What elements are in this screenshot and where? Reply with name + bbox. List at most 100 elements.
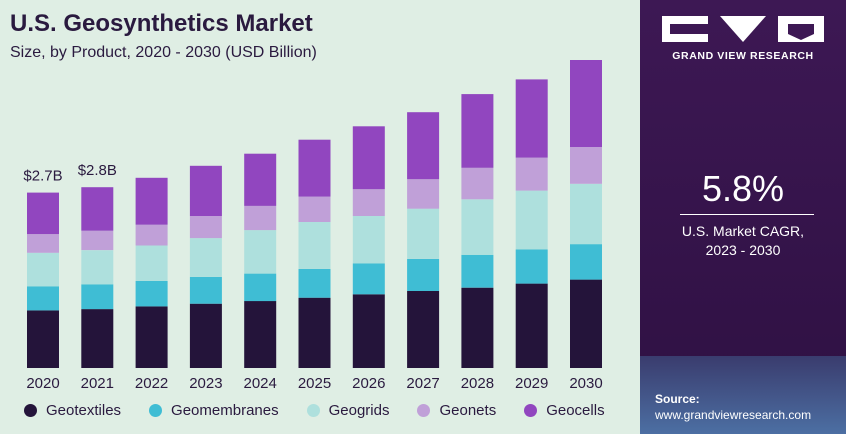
bar-segment-geonets-2021 (81, 230, 114, 251)
bar-segment-geomembranes-2028 (461, 254, 494, 288)
bar-segment-geocells-2024 (244, 153, 277, 206)
bar-segment-geotextiles-2027 (407, 291, 440, 368)
brand-name: GRAND VIEW RESEARCH (672, 50, 814, 62)
bar-segment-geocells-2028 (461, 94, 494, 168)
legend-label: Geotextiles (46, 402, 122, 419)
bar-segment-geogrids-2020 (27, 252, 59, 287)
bar-segment-geotextiles-2022 (135, 306, 168, 368)
x-tick-label: 2020 (26, 375, 59, 392)
bar-segment-geocells-2025 (298, 139, 331, 197)
legend-item-geomembranes: Geomembranes (149, 402, 279, 419)
bar-segment-geonets-2023 (189, 216, 222, 239)
bar-segment-geomembranes-2029 (515, 249, 548, 284)
data-label: $2.8B (78, 162, 117, 179)
bar-segment-geocells-2023 (189, 165, 222, 216)
stacked-bar-chart: 2020 $2.7B 2021 $2.8B 2022 2023 2024 2025 2026 20… (23, 60, 603, 392)
bar-segment-geocells-2021 (81, 187, 114, 231)
cagr-divider (680, 214, 814, 215)
bar-segment-geogrids-2023 (189, 238, 222, 277)
bar-segment-geomembranes-2020 (27, 286, 59, 311)
legend-label: Geomembranes (171, 402, 279, 419)
legend-swatch (417, 404, 431, 417)
legend-swatch (24, 404, 37, 417)
brand-logo-icon (662, 16, 824, 42)
legend-item-geonets: Geonets (417, 402, 496, 419)
cagr-label: U.S. Market CAGR, 2023 - 2030 (640, 222, 846, 260)
legend-label: Geocells (546, 402, 605, 419)
bar-segment-geogrids-2024 (244, 230, 277, 274)
source-area: Source: www.grandviewresearch.com (640, 356, 846, 434)
bar-segment-geonets-2029 (515, 157, 548, 191)
legend-swatch (306, 404, 320, 417)
bar-segment-geogrids-2029 (515, 190, 548, 250)
chart-subtitle: Size, by Product, 2020 - 2030 (USD Billi… (10, 44, 317, 61)
bar-segment-geonets-2030 (570, 147, 602, 184)
bar-segment-geogrids-2030 (570, 183, 602, 245)
bar-segment-geomembranes-2030 (570, 244, 602, 280)
bar-segment-geogrids-2025 (298, 222, 331, 269)
legend-label: Geogrids (328, 402, 390, 419)
bar-segment-geotextiles-2023 (189, 303, 222, 368)
bar-segment-geonets-2024 (244, 206, 277, 231)
legend-item-geocells: Geocells (524, 402, 605, 419)
bar-segment-geocells-2022 (135, 177, 168, 225)
x-tick-label: 2028 (461, 375, 494, 392)
source-url[interactable]: www.grandviewresearch.com (655, 408, 812, 422)
x-tick-label: 2026 (352, 375, 385, 392)
legend-swatch (524, 404, 538, 417)
bar-segment-geotextiles-2024 (244, 301, 277, 368)
cagr-value: 5.8% (701, 168, 785, 209)
bar-segment-geotextiles-2029 (515, 283, 548, 368)
bar-segment-geotextiles-2026 (352, 294, 385, 368)
legend-item-geotextiles: Geotextiles (24, 402, 121, 419)
data-label: $2.7B (23, 168, 62, 185)
bar-segment-geonets-2025 (298, 196, 331, 222)
bar-segment-geonets-2026 (352, 189, 385, 216)
bar-segment-geomembranes-2026 (352, 263, 385, 295)
x-tick-label: 2021 (81, 375, 114, 392)
bar-segment-geocells-2027 (407, 112, 440, 180)
legend-label: Geonets (439, 402, 497, 419)
bar-segment-geogrids-2027 (407, 208, 440, 259)
bar-segment-geogrids-2028 (461, 199, 494, 255)
legend-swatch (149, 404, 163, 417)
x-tick-label: 2024 (244, 375, 277, 392)
bar-segment-geomembranes-2025 (298, 268, 331, 298)
bar-segment-geotextiles-2028 (461, 287, 494, 368)
cagr-label-line1: U.S. Market CAGR, (681, 223, 805, 239)
x-tick-label: 2023 (189, 375, 222, 392)
bar-segment-geonets-2020 (27, 234, 59, 253)
bar-segment-geotextiles-2020 (27, 310, 59, 368)
x-tick-label: 2022 (135, 375, 168, 392)
chart-title: U.S. Geosynthetics Market (10, 10, 313, 37)
cagr-label-line2: 2023 - 2030 (705, 242, 781, 258)
bar-segment-geocells-2029 (515, 79, 548, 158)
bar-segment-geomembranes-2023 (189, 276, 222, 304)
bar-segment-geotextiles-2030 (570, 279, 602, 368)
bar-segment-geomembranes-2024 (244, 273, 277, 302)
bar-segment-geonets-2022 (135, 224, 168, 246)
x-tick-label: 2029 (515, 375, 548, 392)
bar-segment-geotextiles-2021 (81, 309, 114, 368)
bar-segment-geocells-2026 (352, 126, 385, 190)
chart-panel: 2020 $2.7B 2021 $2.8B 2022 2023 2024 2025 2026 20… (10, 10, 633, 419)
bar-segment-geonets-2028 (461, 167, 494, 200)
bar-segment-geomembranes-2021 (81, 284, 114, 310)
x-tick-label: 2030 (569, 375, 602, 392)
bar-segment-geomembranes-2022 (135, 281, 168, 307)
bar-segment-geotextiles-2025 (298, 297, 331, 368)
x-tick-label: 2025 (298, 375, 331, 392)
bar-segment-geogrids-2021 (81, 250, 114, 285)
legend-item-geogrids: Geogrids (306, 402, 390, 419)
bar-segment-geocells-2030 (570, 60, 602, 147)
bar-segment-geomembranes-2027 (407, 258, 440, 291)
chart-legend: Geotextiles Geomembranes Geogrids Geonet… (24, 402, 633, 419)
bar-segment-geogrids-2022 (135, 245, 168, 281)
bar-segment-geocells-2020 (27, 192, 59, 235)
bar-segment-geonets-2027 (407, 179, 440, 209)
brand-logo: GRAND VIEW RESEARCH (662, 14, 824, 62)
x-tick-label: 2027 (406, 375, 439, 392)
source-label: Source: (655, 392, 700, 406)
bar-segment-geogrids-2026 (352, 216, 385, 264)
sidebar-panel: GRAND VIEW RESEARCH 5.8% U.S. Market CAG… (640, 0, 846, 434)
